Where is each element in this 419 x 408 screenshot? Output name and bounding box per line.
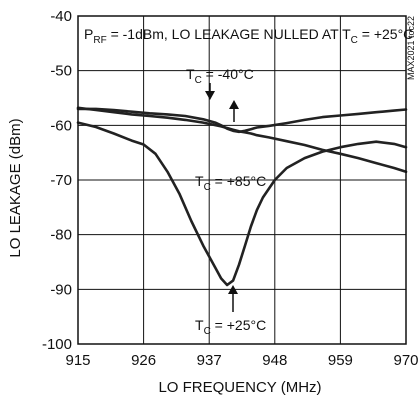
annotation-plus-25c: TC = +25°C xyxy=(195,317,266,337)
x-tick-label: 915 xyxy=(65,352,90,369)
y-tick-label: -60 xyxy=(50,117,72,134)
x-tick-label: 959 xyxy=(328,352,353,369)
series-line-1 xyxy=(76,106,408,174)
cond-mid: = -1dBm, LO LEAKAGE NULLED AT T xyxy=(107,26,351,42)
cond-tail: = +25°C xyxy=(358,26,413,42)
arrow-minus-40c xyxy=(205,83,215,100)
cond-p: P xyxy=(84,26,93,42)
cond-p-sub: RF xyxy=(93,35,106,46)
watermark: MAX2021 toc22 xyxy=(406,16,416,80)
y-tick-label: -70 xyxy=(50,172,72,189)
y-tick-label: -40 xyxy=(50,8,72,25)
x-tick-label: 948 xyxy=(262,352,287,369)
arrow-plus-25c xyxy=(228,285,238,312)
y-tick-label: -90 xyxy=(50,281,72,298)
y-tick-label: -80 xyxy=(50,227,72,244)
series-line-2 xyxy=(76,107,408,134)
y-tick-label: -50 xyxy=(50,63,72,80)
annotation-minus-40c: TC = -40°C xyxy=(186,66,254,86)
series-line-3 xyxy=(76,121,408,287)
x-tick-label: 926 xyxy=(131,352,156,369)
cond-t-sub: C xyxy=(351,35,358,46)
frame-layer xyxy=(77,15,407,345)
series-layer xyxy=(76,106,408,287)
y-tick-label: -100 xyxy=(42,336,72,353)
plot-frame xyxy=(77,15,407,345)
tick-layer: 915 926 937 948 959 970 -40 -50 -60 -70 -80 -90 -100 xyxy=(42,8,419,369)
x-axis-title: LO FREQUENCY (MHz) xyxy=(158,379,321,396)
annotation-plus-85c: TC = +85°C xyxy=(195,173,266,193)
x-tick-label: 937 xyxy=(197,352,222,369)
condition-label: PRF = -1dBm, LO LEAKAGE NULLED AT TC = +… xyxy=(84,26,413,46)
x-tick-label: 970 xyxy=(393,352,418,369)
arrow-plus-85c xyxy=(229,100,239,122)
y-axis-title: LO LEAKAGE (dBm) xyxy=(7,118,24,257)
